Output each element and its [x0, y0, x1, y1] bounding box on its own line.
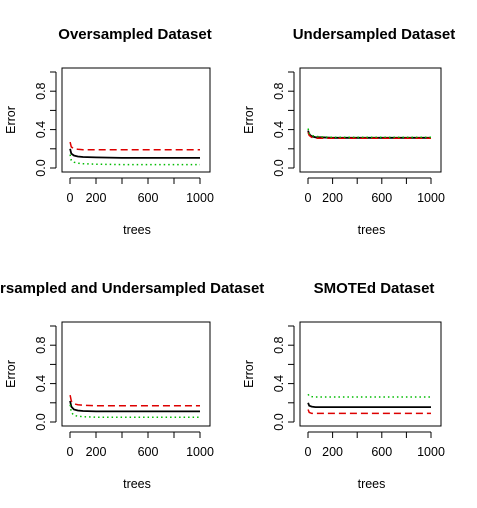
- plot-frame: [299, 67, 442, 173]
- chart-panel-2: Undersampled Dataset 0 200 600 1000 trees 0.0 0…: [242, 26, 455, 237]
- x-axis-label: trees: [123, 223, 151, 237]
- y-tick-label: 0.4: [272, 375, 286, 392]
- x-tick-label: 600: [371, 191, 392, 205]
- y-tick-label: 0.0: [272, 413, 286, 430]
- y-tick-label: 0.0: [34, 413, 48, 430]
- x-tick-label: 200: [322, 445, 343, 459]
- y-tick-label: 0.8: [34, 336, 48, 353]
- chart-title: Oversampled and Undersampled Dataset: [0, 280, 264, 297]
- chart-title: Undersampled Dataset: [293, 26, 456, 43]
- x-axis-label: trees: [358, 477, 386, 491]
- x-tick-label: 200: [86, 445, 107, 459]
- x-tick-label: 0: [305, 445, 312, 459]
- series-line-1: [69, 400, 200, 413]
- series-line-1: [69, 148, 200, 159]
- x-tick-label: 0: [67, 191, 74, 205]
- x-tick-label: 600: [138, 445, 159, 459]
- x-axis-label: trees: [123, 477, 151, 491]
- series-line-3: [307, 393, 431, 398]
- y-axis-label: Error: [4, 106, 18, 134]
- y-tick-label: 0.8: [34, 82, 48, 99]
- x-tick-label: 200: [86, 191, 107, 205]
- y-tick-label: 0.4: [34, 375, 48, 392]
- y-axis-label: Error: [4, 360, 18, 388]
- x-tick-label: 1000: [186, 191, 214, 205]
- series-line-2: [307, 132, 431, 139]
- series-line-2: [307, 409, 431, 415]
- plot-frame: [61, 67, 211, 173]
- y-tick-label: 0.4: [272, 121, 286, 138]
- series-line-1: [307, 402, 431, 409]
- y-axis-label: Error: [242, 106, 256, 134]
- x-tick-label: 600: [371, 445, 392, 459]
- x-tick-label: 0: [305, 191, 312, 205]
- series-line-2: [69, 141, 200, 151]
- chart-panel-4: SMOTEd Dataset 0 200 600 1000 trees 0.0 0.4 0.8 E…: [242, 280, 445, 491]
- plot-frame: [299, 321, 442, 427]
- y-tick-label: 0.8: [272, 82, 286, 99]
- y-tick-label: 0.0: [272, 159, 286, 176]
- x-tick-label: 0: [67, 445, 74, 459]
- y-tick-label: 0.4: [34, 121, 48, 138]
- series-line-2: [69, 394, 200, 407]
- x-axis-label: trees: [358, 223, 386, 237]
- x-tick-label: 200: [322, 191, 343, 205]
- chart-panel-1: Oversampled Dataset 0 200 600 1000 trees 0.0 0.…: [4, 26, 214, 237]
- chart-panel-3: Oversampled and Undersampled Dataset 0 200…: [0, 280, 264, 491]
- plot-frame: [61, 321, 211, 427]
- series-line-3: [69, 404, 200, 418]
- chart-title: SMOTEd Dataset: [314, 280, 435, 297]
- x-tick-label: 1000: [417, 191, 445, 205]
- x-tick-label: 600: [138, 191, 159, 205]
- chart-title: Oversampled Dataset: [58, 26, 211, 43]
- series-line-3: [307, 128, 431, 139]
- y-tick-label: 0.0: [34, 159, 48, 176]
- y-tick-label: 0.8: [272, 336, 286, 353]
- series-line-3: [69, 154, 200, 166]
- x-tick-label: 1000: [417, 445, 445, 459]
- y-axis-label: Error: [242, 360, 256, 388]
- x-tick-label: 1000: [186, 445, 214, 459]
